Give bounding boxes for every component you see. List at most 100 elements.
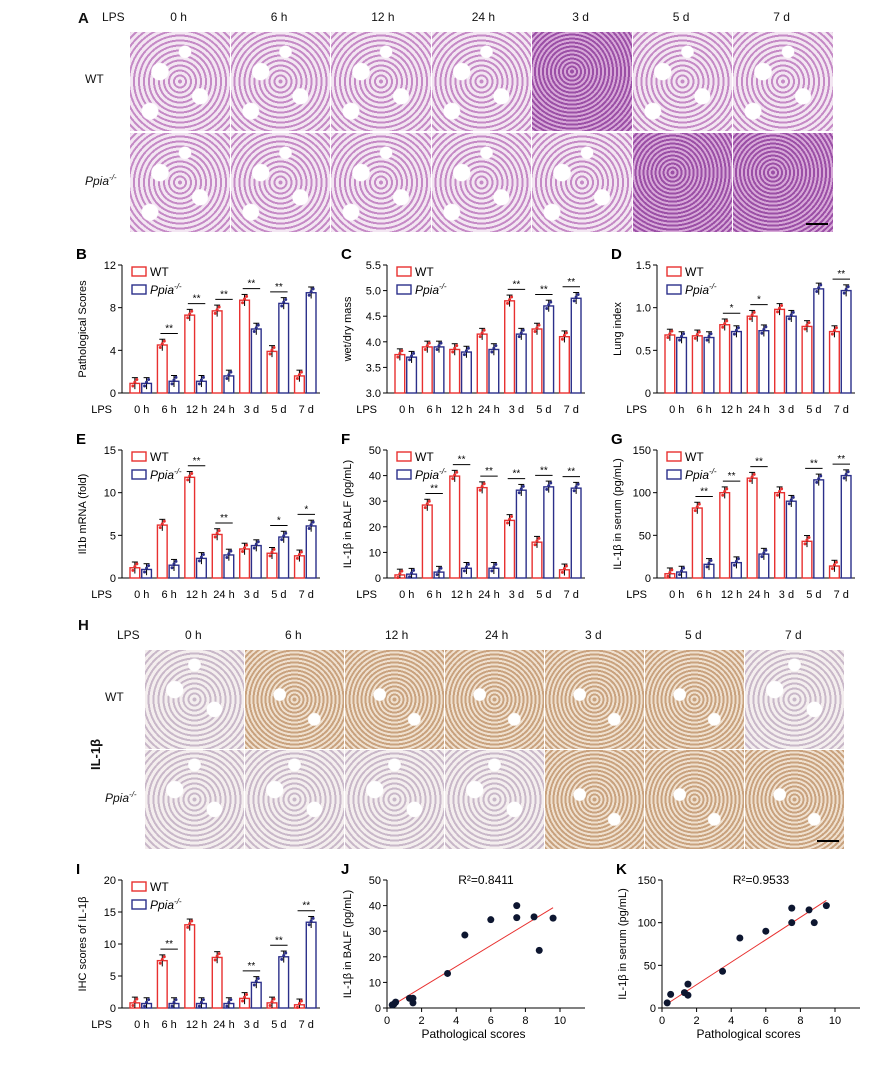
data-point: [562, 567, 566, 571]
data-point: [490, 350, 494, 354]
data-point: [842, 476, 846, 480]
data-point: [410, 354, 414, 358]
data-point: [427, 499, 431, 503]
bar-wt: [266, 350, 278, 394]
panel-label-h: H: [78, 617, 89, 634]
x-tick-label: 24 h: [748, 404, 769, 416]
x-prefix-label: LPS: [626, 589, 647, 601]
regression-line: [391, 907, 554, 1006]
y-axis-label: IL-1β in serum (pg/mL): [612, 458, 624, 569]
data-point: [213, 535, 217, 539]
x-tick-label: 12 h: [186, 404, 207, 416]
x-tick-label: 6 h: [426, 404, 441, 416]
x-tick-label: 7 d: [299, 589, 314, 601]
data-point: [721, 325, 725, 329]
histology-image: [230, 32, 330, 131]
significance-marker: **: [728, 471, 736, 482]
data-point: [723, 489, 727, 493]
bar-ppia-ko: [840, 289, 852, 394]
bar-ppia-ko: [703, 336, 715, 394]
x-tick-label: 24 h: [213, 1019, 234, 1031]
significance-marker: **: [165, 939, 173, 950]
data-point: [396, 355, 400, 359]
data-point: [466, 346, 470, 350]
histology-image: [130, 132, 230, 232]
x-tick-label: 7 d: [834, 404, 849, 416]
x-axis-label: Pathological scores: [421, 1027, 525, 1041]
data-point: [750, 475, 754, 479]
data-point: [752, 310, 756, 314]
y-axis-label: Il1b mRNA (fold): [77, 474, 89, 555]
data-point: [519, 487, 523, 491]
data-point: [492, 565, 496, 569]
bar-ppia-ko: [543, 486, 555, 579]
data-point: [521, 484, 525, 488]
significance-marker: **: [513, 279, 521, 290]
x-tick-label: 0 h: [134, 589, 149, 601]
data-point: [199, 378, 203, 382]
data-point: [172, 562, 176, 566]
x-tick-label: 10: [829, 1015, 841, 1027]
data-point: [760, 555, 764, 559]
bar-wt: [558, 335, 570, 394]
x-tick-label: 8: [797, 1015, 803, 1027]
bar-wt: [211, 533, 223, 579]
bar-ppia-ko: [813, 288, 825, 394]
timepoint-header: 3 d: [572, 10, 589, 24]
y-tick-label: 30: [369, 496, 381, 508]
significance-marker: **: [220, 513, 228, 524]
data-point: [780, 487, 784, 491]
data-point: [834, 326, 838, 330]
data-point: [846, 285, 850, 289]
data-point: [732, 332, 736, 336]
data-point: [680, 334, 684, 338]
data-point: [197, 1004, 201, 1008]
data-point: [170, 566, 174, 570]
x-axis-label: Pathological scores: [696, 1027, 800, 1041]
data-point: [188, 474, 192, 478]
scatter-point: [535, 946, 543, 954]
data-point: [243, 297, 247, 301]
data-point: [201, 553, 205, 557]
data-point: [736, 326, 740, 330]
bar-wt: [746, 477, 758, 579]
data-point: [682, 332, 686, 336]
data-point: [748, 479, 752, 483]
data-point: [815, 289, 819, 293]
x-tick-label: 24 h: [478, 404, 499, 416]
data-point: [807, 535, 811, 539]
data-point: [748, 317, 752, 321]
panel-label: E: [76, 431, 86, 448]
y-tick-label: 8: [110, 303, 116, 315]
significance-marker: **: [458, 455, 466, 466]
timepoint-header: 3 d: [585, 628, 602, 642]
legend-label-ppia-ko: Ppia-/-: [150, 282, 182, 297]
data-point: [199, 555, 203, 559]
panel-label: D: [611, 246, 622, 263]
bar-ppia-ko: [433, 346, 445, 394]
x-tick-label: 0 h: [399, 404, 414, 416]
data-point: [668, 570, 672, 574]
scatter-point: [530, 913, 538, 921]
y-tick-label: 40: [369, 471, 381, 483]
data-point: [455, 344, 459, 348]
data-point: [545, 307, 549, 311]
histology-image: [745, 750, 844, 849]
bar-wt: [156, 344, 168, 394]
data-point: [427, 341, 431, 345]
data-point: [478, 488, 482, 492]
data-point: [709, 559, 713, 563]
scatter-point: [762, 927, 770, 935]
legend-label-wt: WT: [150, 880, 169, 894]
data-point: [160, 522, 164, 526]
legend-swatch-ppia-ko: [396, 284, 412, 295]
legend-swatch-wt: [666, 451, 682, 462]
data-point: [723, 321, 727, 325]
data-point: [697, 330, 701, 334]
histology-image: [545, 650, 644, 749]
data-point: [295, 376, 299, 380]
data-point: [682, 566, 686, 570]
data-point: [830, 567, 834, 571]
x-tick-label: 2: [419, 1015, 425, 1027]
